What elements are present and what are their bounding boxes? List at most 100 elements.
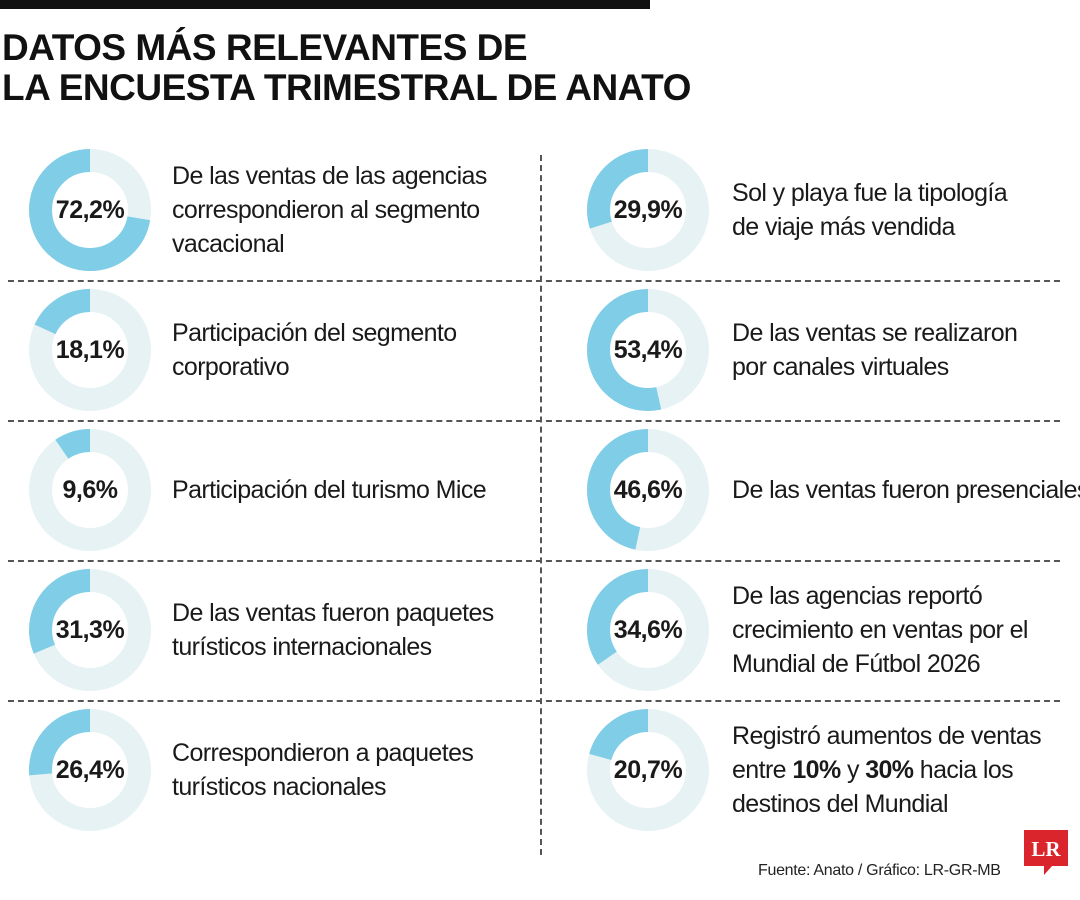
stat-item: 26,4% Correspondieron a paquetes turístico… <box>0 700 540 840</box>
donut-chart: 31,3% <box>28 568 152 692</box>
donut-svg <box>587 569 709 691</box>
row-separator <box>8 420 1060 422</box>
stat-item: 53,4% De las ventas se realizaron por cana… <box>540 280 1080 420</box>
lr-logo: LR <box>1022 828 1070 876</box>
stat-description: De las ventas fueron presenciales <box>732 420 1080 560</box>
donut-value-label: 31,3% <box>55 615 125 644</box>
description-text: De las ventas de las agencias correspondi… <box>172 159 487 261</box>
description-line: De las ventas fueron paquetes <box>172 599 494 627</box>
donut-svg <box>29 429 151 551</box>
description-line: Mundial de Fútbol 2026 <box>732 650 981 678</box>
column-separator <box>540 155 542 855</box>
donut-value-label: 18,1% <box>55 335 125 364</box>
stat-item: 46,6% De las ventas fueron presenciales <box>540 420 1080 560</box>
stat-item: 9,6% Participación del turismo Mice <box>0 420 540 560</box>
donut-chart: 9,6% <box>28 428 152 552</box>
donut-value-label: 72,2% <box>55 195 125 224</box>
top-rule <box>0 0 650 9</box>
donut-value-label: 26,4% <box>55 755 125 784</box>
donut-svg <box>29 569 151 691</box>
donut-chart: 34,6% <box>586 568 710 692</box>
donut-chart: 20,7% <box>586 708 710 832</box>
donut-slice <box>29 149 151 271</box>
stat-description: De las ventas se realizaron por canales v… <box>732 280 1078 420</box>
description-line: por canales virtuales <box>732 353 949 381</box>
stat-description: De las ventas de las agencias correspondi… <box>172 140 530 280</box>
stat-item: 18,1% Participación del segmento corporati… <box>0 280 540 420</box>
description-line: correspondieron al segmento <box>172 196 480 224</box>
stat-description: Sol y playa fue la tipología de viaje más… <box>732 140 1078 280</box>
description-line: Registró aumentos de ventas <box>732 722 1042 750</box>
stat-item: 29,9% Sol y playa fue la tipología de viaj… <box>540 140 1080 280</box>
donut-value-label: 34,6% <box>613 615 683 644</box>
donut-value-label: 29,9% <box>613 195 683 224</box>
donut-slice <box>587 569 709 691</box>
description-line: Participación del turismo Mice <box>172 476 487 504</box>
row-separator <box>8 560 1060 562</box>
description-line: De las ventas fueron presenciales <box>732 476 1080 504</box>
description-line: de viaje más vendida <box>732 213 955 241</box>
stat-item: 20,7% Registró aumentos de ventas entre 10… <box>540 700 1080 840</box>
logo-text: LR <box>1031 837 1061 861</box>
description-text: Correspondieron a paquetes turísticos nac… <box>172 736 474 804</box>
row-separator <box>8 280 1060 282</box>
description-text: Registró aumentos de ventas entre 10% y 3… <box>732 719 1042 821</box>
donut-chart: 29,9% <box>586 148 710 272</box>
stat-description: De las ventas fueron paquetes turísticos … <box>172 560 530 700</box>
description-line: De las agencias reportó <box>732 582 983 610</box>
stat-item: 34,6% De las agencias reportó crecimiento … <box>540 560 1080 700</box>
description-text: Participación del segmento corporativo <box>172 316 457 384</box>
stats-grid: 72,2% De las ventas de las agencias corres… <box>0 140 1080 860</box>
donut-chart: 72,2% <box>28 148 152 272</box>
donut-svg <box>587 149 709 271</box>
donut-svg <box>587 429 709 551</box>
donut-slice <box>29 709 151 831</box>
donut-slice <box>587 289 709 411</box>
description-line: crecimiento en ventas por el <box>732 616 1028 644</box>
stat-item: 72,2% De las ventas de las agencias corres… <box>0 140 540 280</box>
donut-value-label: 53,4% <box>613 335 683 364</box>
description-text: De las agencias reportó crecimiento en ve… <box>732 579 1028 681</box>
donut-svg <box>587 709 709 831</box>
donut-svg <box>29 289 151 411</box>
description-line: destinos del Mundial <box>732 790 949 818</box>
source-note: Fuente: Anato / Gráfico: LR-GR-MB <box>758 862 1001 879</box>
donut-value-label: 20,7% <box>613 755 683 784</box>
title-line-1: DATOS MÁS RELEVANTES DE <box>2 27 528 68</box>
description-line: corporativo <box>172 353 290 381</box>
donut-svg <box>587 289 709 411</box>
donut-slice <box>29 429 151 551</box>
lr-logo-icon: LR <box>1024 830 1068 875</box>
stat-description: De las agencias reportó crecimiento en ve… <box>732 560 1078 700</box>
donut-slice <box>29 289 151 411</box>
donut-svg <box>29 149 151 271</box>
donut-svg <box>29 709 151 831</box>
description-line: Sol y playa fue la tipología <box>732 179 1008 207</box>
donut-value-label: 46,6% <box>613 475 683 504</box>
description-text: Participación del turismo Mice <box>172 473 487 507</box>
donut-slice <box>29 569 151 691</box>
description-line: vacacional <box>172 230 285 258</box>
description-line: turísticos internacionales <box>172 633 432 661</box>
donut-chart: 18,1% <box>28 288 152 412</box>
title-line-2: LA ENCUESTA TRIMESTRAL DE ANATO <box>2 67 691 108</box>
description-text: Sol y playa fue la tipología de viaje más… <box>732 176 1008 244</box>
description-line: De las ventas de las agencias <box>172 162 487 190</box>
donut-chart: 26,4% <box>28 708 152 832</box>
stat-description: Correspondieron a paquetes turísticos nac… <box>172 700 530 840</box>
description-line: Participación del segmento <box>172 319 457 347</box>
row-separator <box>8 700 1060 702</box>
description-line: Correspondieron a paquetes <box>172 739 474 767</box>
stat-item: 31,3% De las ventas fueron paquetes turíst… <box>0 560 540 700</box>
page-title: DATOS MÁS RELEVANTES DE LA ENCUESTA TRIM… <box>2 28 802 108</box>
donut-slice <box>587 709 709 831</box>
description-line: De las ventas se realizaron <box>732 319 1018 347</box>
description-text: De las ventas fueron presenciales <box>732 473 1080 507</box>
description-text: De las ventas fueron paquetes turísticos … <box>172 596 494 664</box>
donut-slice <box>587 149 709 271</box>
donut-chart: 53,4% <box>586 288 710 412</box>
donut-chart: 46,6% <box>586 428 710 552</box>
stat-description: Participación del turismo Mice <box>172 420 530 560</box>
description-line: turísticos nacionales <box>172 773 387 801</box>
donut-slice <box>587 429 709 551</box>
